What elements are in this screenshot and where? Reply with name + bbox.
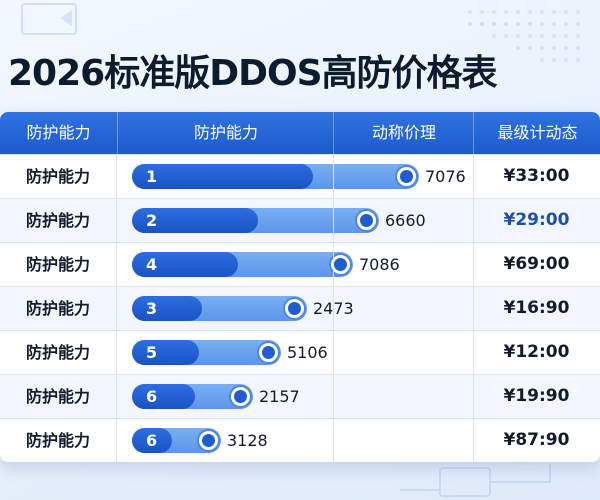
bar-knob-icon xyxy=(329,253,352,276)
bar-fill xyxy=(132,296,202,321)
bar-rank-label: 3 xyxy=(146,299,158,318)
row-label: 防护能力 xyxy=(0,155,117,198)
bar-rank-label: 2 xyxy=(146,211,158,230)
table-row: 防护能力 4 7086 ¥69:00 xyxy=(0,242,600,286)
price-cell: ¥69:00 xyxy=(503,254,570,274)
bar-knob-icon xyxy=(283,297,306,320)
bar-fill xyxy=(132,428,172,453)
column-divider xyxy=(333,419,334,462)
bar-track: 6 xyxy=(132,428,221,453)
table-row: 防护能力 6 2157 ¥19:90 xyxy=(0,374,600,418)
column-divider xyxy=(333,199,334,242)
bar-track: 4 xyxy=(132,252,353,277)
bar-knob-icon xyxy=(229,385,252,408)
bar-fill xyxy=(132,384,195,409)
row-label: 防护能力 xyxy=(0,199,117,242)
price-cell: ¥19:90 xyxy=(503,386,570,406)
bar-knob-icon xyxy=(395,165,418,188)
table-row: 防护能力32473¥16:90 xyxy=(0,286,600,330)
column-divider xyxy=(333,287,334,330)
bar-fill xyxy=(132,164,313,189)
table-header: 防护能力 防护能力 动称价理 最级计动态 xyxy=(0,112,600,154)
table-row: 防护能力 6 3128 ¥87:90 xyxy=(0,418,600,462)
bar-rank-label: 4 xyxy=(146,255,158,274)
bar-value-label: 7086 xyxy=(359,255,400,274)
bar-knob-icon xyxy=(257,341,280,364)
column-divider xyxy=(473,243,474,286)
bar-fill xyxy=(132,340,199,365)
bar-value-label: 3128 xyxy=(227,431,268,450)
bar-knob-icon xyxy=(355,209,378,232)
column-divider xyxy=(333,331,334,374)
price-cell: ¥16:90 xyxy=(503,298,570,318)
column-divider xyxy=(333,375,334,418)
price-cell: ¥29:00 xyxy=(503,210,570,230)
bar-rank-label: 6 xyxy=(146,431,158,450)
column-header-price: 最级计动态 xyxy=(473,112,600,154)
row-label: 防护能力 xyxy=(0,331,117,374)
column-divider xyxy=(473,331,474,374)
table-row: 防护能力 2 6660 ¥29:00 xyxy=(0,198,600,242)
row-label: 防护能力 xyxy=(0,243,117,286)
column-divider xyxy=(333,243,334,286)
bar-track: 5 xyxy=(132,340,281,365)
table-row: 防护能力 5 5106 ¥12:00 xyxy=(0,330,600,374)
price-cell: ¥12:00 xyxy=(503,342,570,362)
bar-knob-icon xyxy=(197,429,220,452)
bar-value-label: 6660 xyxy=(385,211,426,230)
column-header-capability: 防护能力 xyxy=(26,123,91,142)
price-table: 防护能力 防护能力 动称价理 最级计动态 防护能力 1 7076 ¥33:00 防护能力… xyxy=(0,112,600,462)
page-title: 2026标准版DDOS高防价格表 xyxy=(8,53,497,94)
column-divider xyxy=(473,375,474,418)
row-label: 防护能力 xyxy=(0,287,117,330)
bar-fill xyxy=(132,252,238,277)
bar-track: 2 xyxy=(132,208,379,233)
bar-rank-label: 5 xyxy=(146,343,158,362)
bar-value-label: 5106 xyxy=(287,343,328,362)
table-row: 防护能力 1 7076 ¥33:00 xyxy=(0,154,600,198)
bar-rank-label: 1 xyxy=(146,167,158,186)
bar-rank-label: 6 xyxy=(146,387,158,406)
column-divider xyxy=(333,155,334,198)
column-header-bar: 防护能力 xyxy=(117,112,334,154)
bar-track: 6 xyxy=(132,384,253,409)
bar-value-label: 7076 xyxy=(425,167,466,186)
column-divider xyxy=(473,419,474,462)
column-divider xyxy=(473,287,474,330)
bar-fill xyxy=(132,208,258,233)
bar-track: 1 xyxy=(132,164,419,189)
column-divider xyxy=(473,199,474,242)
column-divider xyxy=(473,155,474,198)
row-label: 防护能力 xyxy=(0,419,117,462)
bar-value-label: 2157 xyxy=(259,387,300,406)
price-cell: ¥33:00 xyxy=(503,166,570,186)
column-header-value: 动称价理 xyxy=(333,112,474,154)
bar-track: 3 xyxy=(132,296,307,321)
price-cell: ¥87:90 xyxy=(503,430,570,450)
row-label: 防护能力 xyxy=(0,375,117,418)
